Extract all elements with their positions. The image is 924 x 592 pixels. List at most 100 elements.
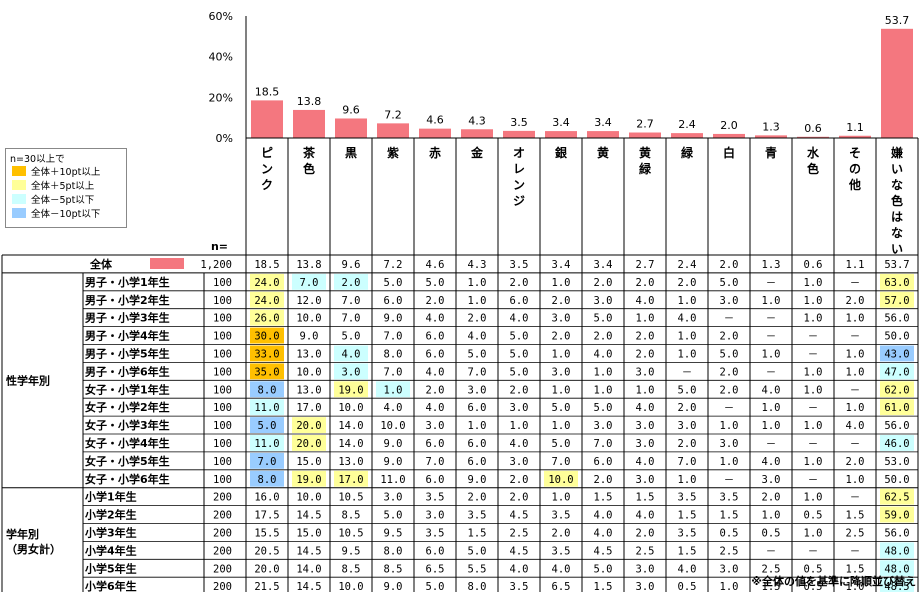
category-label-char: 黄	[597, 145, 609, 160]
legend-item: 全体－10pt以下	[12, 208, 100, 220]
table-cell: 1.0	[804, 366, 823, 378]
category-label-char: 赤	[429, 145, 441, 160]
table-cell: 2.0	[636, 349, 655, 361]
highlight-cell	[250, 417, 284, 433]
table-cell: 11.0	[254, 438, 279, 450]
category-label-char: ピ	[261, 146, 273, 160]
table-cell: 10.0	[296, 366, 321, 378]
legend-item: 全体＋10pt以上	[12, 166, 100, 178]
total-swatch	[150, 258, 184, 269]
table-cell: 2.7	[636, 259, 655, 271]
highlight-cell	[880, 291, 914, 308]
category-label-char: 緑	[639, 161, 652, 176]
table-cell: 1.0	[678, 331, 697, 343]
table-cell: 15.0	[296, 456, 321, 468]
table-cell: －	[850, 438, 861, 450]
table-cell: 3.5	[552, 510, 571, 522]
table-cell: －	[682, 366, 693, 378]
highlight-cell	[880, 542, 914, 559]
category-label-char: レ	[513, 162, 525, 176]
row-label: 小学5年生	[84, 561, 137, 575]
table-cell: 4.0	[510, 313, 529, 325]
table-cell: 1.0	[720, 420, 739, 432]
category-label-char: 白	[723, 145, 735, 160]
legend-title: n=30以上で	[10, 154, 65, 165]
table-cell: 7.0	[258, 456, 277, 468]
highlight-cell	[334, 273, 368, 290]
table-cell: 56.0	[884, 528, 909, 540]
y-tick-label: 0%	[216, 132, 233, 145]
table-cell: 2.0	[510, 474, 529, 486]
legend-label: 全体＋10pt以上	[31, 167, 101, 178]
table-cell: 59.0	[884, 510, 909, 522]
bar-value-label: 0.6	[804, 122, 822, 135]
table-cell: 1.0	[384, 384, 403, 396]
table-cell: 1.0	[804, 492, 823, 504]
table-cell: 7.0	[342, 295, 361, 307]
table-cell: 5.0	[342, 331, 361, 343]
table-cell: 1.0	[762, 420, 781, 432]
table-cell: －	[850, 277, 861, 289]
table-cell: 10.5	[338, 528, 363, 540]
bar-value-label: 2.0	[720, 119, 738, 132]
category-label-char: 嫌	[890, 145, 903, 160]
bar-value-label: 4.6	[426, 114, 444, 127]
table-cell: 1.0	[552, 492, 571, 504]
table-cell: 6.0	[468, 402, 487, 414]
table-cell: 10.0	[338, 402, 363, 414]
table-cell: 1.0	[552, 420, 571, 432]
category-label-char: は	[891, 210, 903, 224]
highlight-cell	[292, 417, 326, 433]
table-cell: 5.0	[468, 545, 487, 557]
table-cell: 1.0	[552, 384, 571, 396]
table-cell: 62.5	[884, 492, 909, 504]
row-n: 100	[213, 402, 232, 414]
table-cell: 4.0	[594, 349, 613, 361]
table-cell: 2.0	[594, 331, 613, 343]
table-cell: 3.0	[426, 420, 445, 432]
table-cell: 9.0	[384, 438, 403, 450]
table-cell: 5.0	[720, 349, 739, 361]
category-label-char: 青	[765, 145, 777, 160]
table-cell: 2.0	[426, 295, 445, 307]
table-cell: 1.0	[468, 277, 487, 289]
table-cell: 3.5	[720, 492, 739, 504]
row-label: 女子・小学2年生	[85, 400, 170, 414]
bar	[881, 28, 913, 139]
footnote: ※全体の値を基準に降順並び替え	[751, 575, 916, 588]
table-cell: 3.5	[678, 528, 697, 540]
category-label-char: 色	[891, 193, 903, 208]
table-cell: 17.0	[296, 402, 321, 414]
category-label-char: な	[891, 178, 903, 192]
category-label-char: の	[849, 162, 861, 176]
table-cell: 0.5	[804, 581, 823, 592]
legend-item: 全体－5pt以下	[12, 194, 94, 206]
table-cell: 4.0	[342, 349, 361, 361]
table-cell: 18.5	[254, 259, 279, 271]
table-cell: 0.5	[804, 510, 823, 522]
table-cell: 9.6	[342, 259, 361, 271]
bar-value-label: 18.5	[255, 85, 280, 98]
table-cell: 48.5	[884, 581, 909, 592]
highlight-cell	[544, 470, 578, 487]
highlight-cell	[880, 435, 914, 451]
table-cell: 1.0	[678, 349, 697, 361]
bar	[377, 123, 409, 138]
table-cell: 19.0	[338, 384, 363, 396]
table-cell: 3.0	[636, 474, 655, 486]
table-cell: 6.5	[426, 563, 445, 575]
bar	[545, 131, 577, 138]
table-cell: 0.5	[804, 563, 823, 575]
table-cell: 5.0	[720, 277, 739, 289]
table-cell: 5.0	[258, 420, 277, 432]
table-cell: 53.7	[884, 259, 909, 271]
y-tick-label: 60%	[209, 10, 233, 23]
table-cell: 2.4	[678, 259, 697, 271]
table-cell: 2.0	[468, 313, 487, 325]
category-label-char: 茶	[302, 145, 316, 160]
table-cell: 1.0	[804, 313, 823, 325]
table-cell: 1.0	[552, 277, 571, 289]
y-tick-label: 20%	[209, 91, 233, 104]
table-cell: 4.0	[426, 402, 445, 414]
